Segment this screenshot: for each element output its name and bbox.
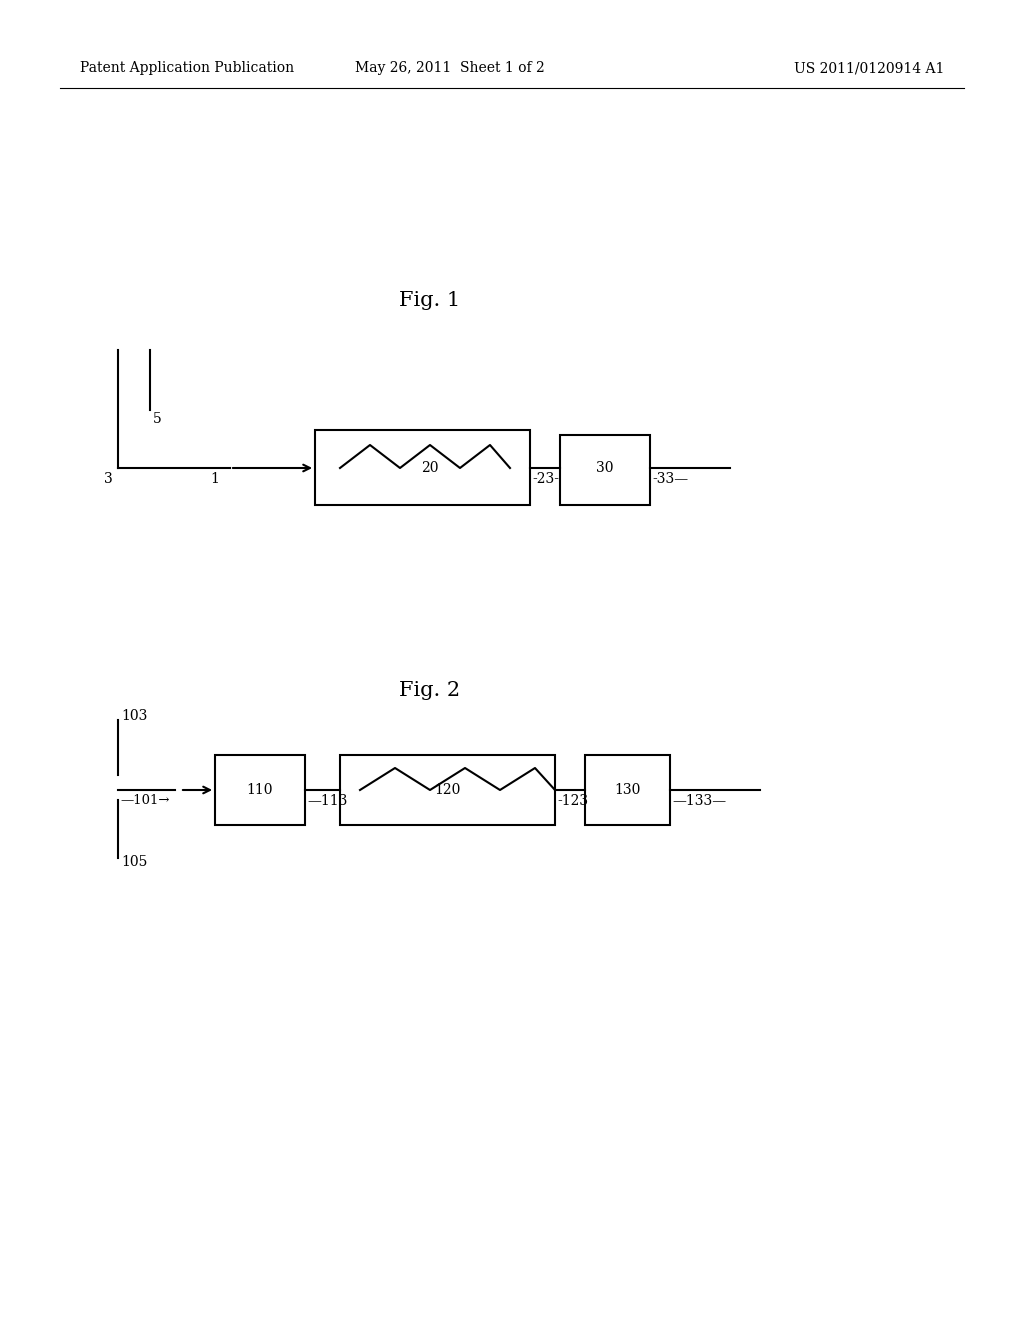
- Text: 110: 110: [247, 783, 273, 797]
- Text: -33—: -33—: [652, 473, 688, 486]
- Bar: [585, 755, 670, 825]
- Text: Fig. 2: Fig. 2: [399, 681, 461, 700]
- Text: 103: 103: [121, 709, 147, 723]
- Text: -23-: -23-: [532, 473, 559, 486]
- Text: US 2011/0120914 A1: US 2011/0120914 A1: [794, 61, 944, 75]
- Text: —101→: —101→: [120, 795, 170, 807]
- Bar: [215, 755, 305, 825]
- Text: -123: -123: [557, 795, 588, 808]
- Text: —113: —113: [307, 795, 347, 808]
- Text: 30: 30: [596, 461, 613, 475]
- Text: 20: 20: [421, 461, 438, 475]
- Text: 1: 1: [211, 473, 219, 486]
- Bar: [315, 430, 530, 506]
- Text: 130: 130: [614, 783, 641, 797]
- Text: Fig. 1: Fig. 1: [399, 290, 461, 309]
- Text: May 26, 2011  Sheet 1 of 2: May 26, 2011 Sheet 1 of 2: [355, 61, 545, 75]
- Text: 5: 5: [153, 412, 162, 426]
- Text: 105: 105: [121, 855, 147, 869]
- Text: 3: 3: [104, 473, 113, 486]
- Bar: [560, 436, 650, 506]
- Bar: [340, 755, 555, 825]
- Text: —133—: —133—: [672, 795, 726, 808]
- Text: Patent Application Publication: Patent Application Publication: [80, 61, 294, 75]
- Text: 120: 120: [434, 783, 461, 797]
